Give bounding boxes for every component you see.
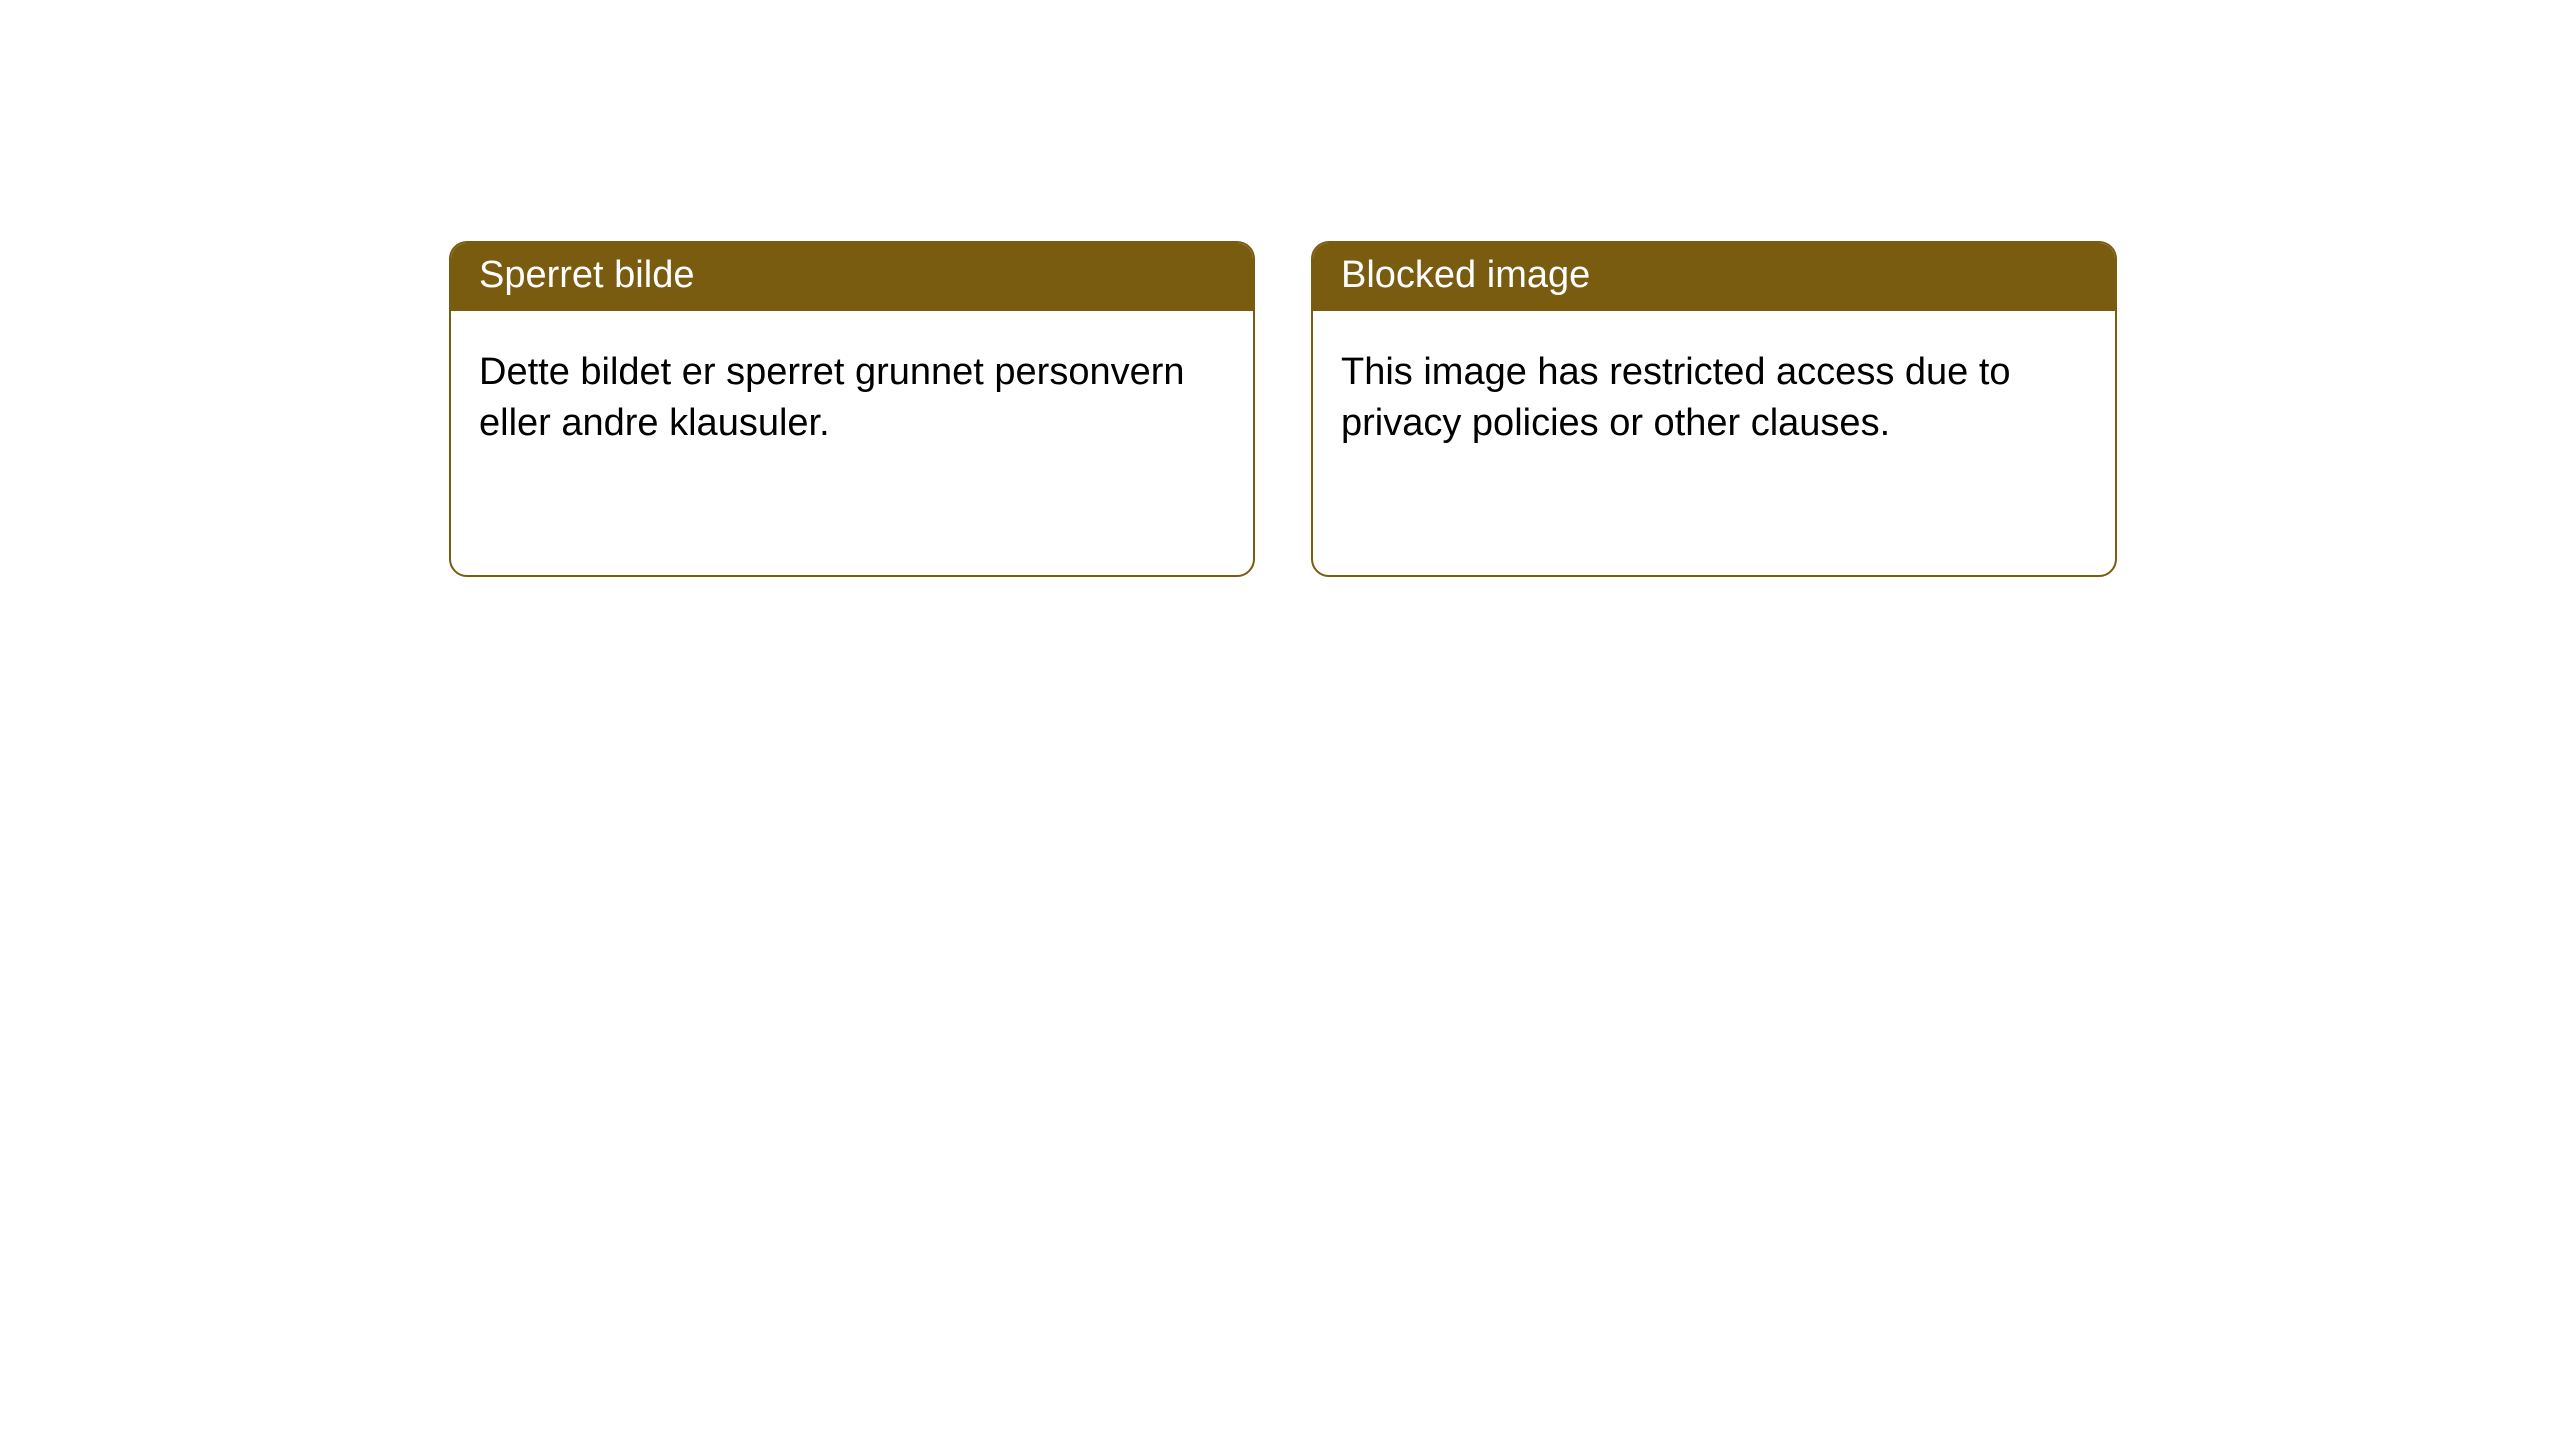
- blocked-image-card-en: Blocked image This image has restricted …: [1311, 241, 2117, 577]
- card-body: Dette bildet er sperret grunnet personve…: [451, 311, 1253, 478]
- card-header: Sperret bilde: [451, 243, 1253, 311]
- notice-container: Sperret bilde Dette bildet er sperret gr…: [0, 0, 2560, 577]
- card-header: Blocked image: [1313, 243, 2115, 311]
- card-body: This image has restricted access due to …: [1313, 311, 2115, 478]
- blocked-image-card-no: Sperret bilde Dette bildet er sperret gr…: [449, 241, 1255, 577]
